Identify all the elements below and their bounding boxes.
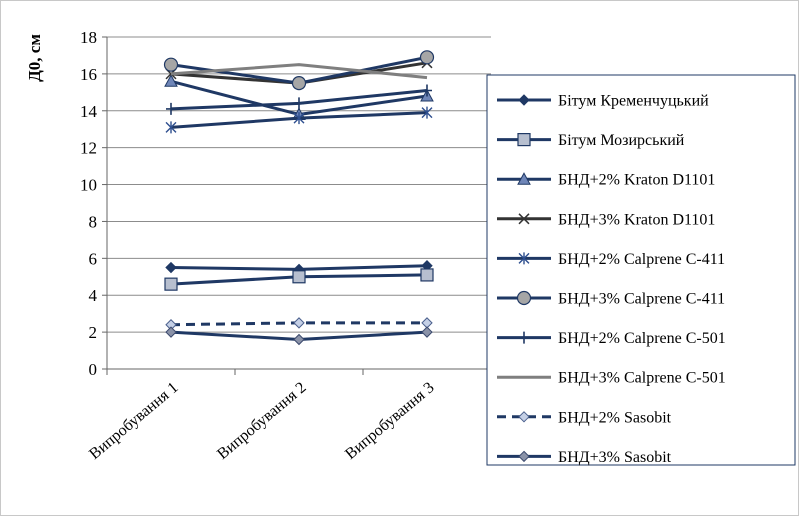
data-point: [163, 57, 179, 72]
legend-label: БНД+2% Calprene C-501: [558, 330, 726, 347]
y-tick-label: 2: [89, 323, 98, 342]
legend-marker: [519, 331, 529, 344]
y-tick-label: 4: [89, 286, 98, 305]
legend-marker: [518, 213, 530, 225]
y-tick-labels: 0 2 4 6 8 10 12 14 16 18: [80, 28, 98, 379]
data-point: [291, 76, 307, 91]
series-1: [164, 268, 434, 291]
legend-marker: [518, 411, 530, 423]
legend-item: БНД+3% Calprene C-411: [497, 291, 725, 308]
legend-item: БНД+3% Calprene C-501: [497, 370, 726, 387]
legend-item: БНД+2% Sasobit: [497, 409, 672, 426]
series-line: [170, 63, 428, 80]
data-point: [293, 112, 305, 125]
legend-marker: [517, 133, 531, 147]
legend-marker: [516, 290, 532, 306]
legend-label: БНД+2% Calprene C-411: [558, 251, 725, 268]
series-lines: [163, 50, 435, 346]
legend-item: БНД+3% Kraton D1101: [497, 211, 715, 228]
data-point: [421, 326, 433, 338]
legend-label: БНД+3% Kraton D1101: [558, 211, 715, 228]
legend-label: БНД+3% Sasobit: [558, 449, 672, 466]
y-tick-label: 14: [80, 102, 98, 121]
data-point: [165, 326, 177, 338]
y-tick-label: 18: [80, 28, 97, 47]
y-axis-label: Д0, см: [25, 34, 44, 82]
data-point: [293, 317, 305, 329]
data-point: [166, 102, 176, 115]
legend-label: БНД+2% Kraton D1101: [558, 172, 715, 189]
legend-label: БНД+3% Calprene C-411: [558, 291, 725, 308]
legend-item: БНД+3% Sasobit: [497, 449, 672, 466]
y-tick-label: 10: [80, 176, 97, 195]
series-9: [165, 326, 433, 346]
data-point: [422, 84, 432, 97]
series-6: [166, 84, 432, 115]
data-point: [165, 121, 177, 134]
series-4: [165, 106, 433, 134]
y-tick-label: 8: [89, 212, 98, 231]
data-point: [165, 261, 177, 274]
legend-marker: [518, 252, 530, 265]
data-point: [294, 97, 304, 110]
y-tick-label: 0: [89, 360, 98, 379]
legend-label: Бітум Кременчуцький: [558, 93, 709, 110]
data-point: [164, 277, 178, 291]
y-tick-label: 12: [80, 139, 97, 158]
series-7: [170, 63, 428, 80]
y-tick-label: 6: [89, 249, 98, 268]
legend-item: БНД+2% Calprene C-501: [497, 330, 726, 347]
legend-item: БНД+2% Calprene C-411: [497, 251, 725, 268]
legend-item: БНД+2% Kraton D1101: [497, 172, 715, 189]
data-point: [420, 268, 434, 282]
legend-item: Бітум Кременчуцький: [497, 93, 709, 110]
data-point: [164, 74, 178, 87]
data-point: [421, 106, 433, 119]
legend-marker: [518, 94, 530, 106]
legend-label: БНД+3% Calprene C-501: [558, 370, 726, 387]
legend-label: Бітум Мозирський: [558, 132, 685, 149]
data-point: [292, 270, 306, 284]
legend: Бітум Кременчуцький Бітум Мозирський БНД+2…: [486, 74, 796, 466]
legend-marker: [518, 450, 530, 463]
y-tick-label: 16: [80, 65, 97, 84]
legend-marker: [517, 172, 531, 185]
legend-item: Бітум Мозирський: [497, 132, 685, 149]
data-point: [419, 50, 435, 65]
legend-label: БНД+2% Sasobit: [558, 409, 672, 426]
data-point: [293, 333, 305, 346]
